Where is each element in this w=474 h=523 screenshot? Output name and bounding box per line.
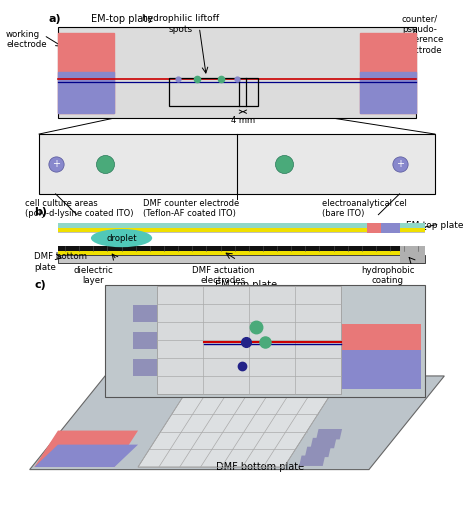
Bar (58, 27, 416, 118)
Bar (58, 255, 426, 263)
Bar (39, 134, 435, 194)
Bar (58, 72, 115, 113)
Polygon shape (299, 456, 325, 466)
Text: cell culture areas
(poly-d-lysine coated ITO): cell culture areas (poly-d-lysine coated… (25, 199, 134, 219)
Text: dielectric
layer: dielectric layer (73, 266, 113, 285)
Polygon shape (341, 324, 421, 389)
Bar (133, 332, 157, 349)
Bar (58, 232, 426, 233)
Bar (400, 246, 426, 263)
Text: b): b) (35, 207, 47, 217)
Text: +: + (396, 158, 403, 169)
Text: droplet: droplet (106, 234, 137, 243)
Polygon shape (35, 430, 138, 467)
Bar (58, 32, 115, 113)
Text: DMF bottom plate: DMF bottom plate (217, 462, 305, 472)
Bar (133, 305, 157, 322)
Bar (58, 251, 426, 255)
Bar (58, 246, 426, 251)
Bar (359, 32, 416, 113)
Text: hydrophilic liftoff
spots: hydrophilic liftoff spots (142, 15, 219, 34)
Bar (58, 228, 426, 232)
Bar (133, 359, 157, 377)
Bar (359, 72, 416, 113)
Text: +: + (52, 158, 60, 169)
Bar (381, 223, 400, 233)
Polygon shape (305, 447, 331, 457)
Polygon shape (35, 445, 138, 467)
Polygon shape (30, 376, 444, 470)
Text: hydrophobic
coating: hydrophobic coating (361, 266, 415, 285)
Text: 4 mm: 4 mm (231, 116, 255, 125)
Bar (366, 223, 381, 233)
Polygon shape (310, 438, 337, 448)
Ellipse shape (91, 229, 152, 247)
Text: EM-top plate: EM-top plate (215, 280, 277, 290)
Polygon shape (138, 379, 341, 467)
Text: DMF actuation
electrodes: DMF actuation electrodes (191, 266, 254, 285)
Text: c): c) (35, 280, 46, 290)
Text: working
electrode: working electrode (6, 30, 47, 49)
Text: DMF bottom
plate: DMF bottom plate (35, 252, 87, 271)
Bar (169, 78, 258, 107)
Text: counter/
pseudo-
reference
electrode: counter/ pseudo- reference electrode (402, 15, 443, 54)
Bar (58, 223, 426, 228)
Text: electroanalytical cel
(bare ITO): electroanalytical cel (bare ITO) (322, 199, 407, 219)
Polygon shape (157, 286, 341, 394)
Text: EM-top plate: EM-top plate (91, 15, 153, 25)
Text: DMF counter electrode
(Teflon-AF coated ITO): DMF counter electrode (Teflon-AF coated … (143, 199, 239, 219)
Polygon shape (341, 350, 421, 389)
Polygon shape (105, 285, 426, 397)
Text: EM-top plate: EM-top plate (406, 221, 463, 230)
Polygon shape (316, 429, 342, 439)
Text: a): a) (48, 15, 61, 25)
